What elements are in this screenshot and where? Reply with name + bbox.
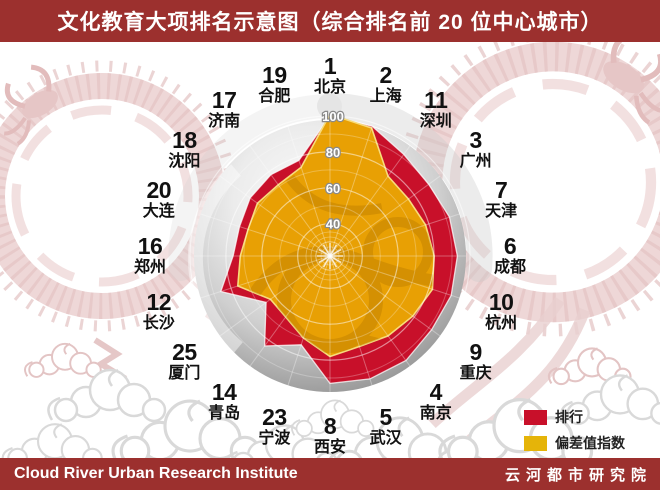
page-title: 文化教育大项排名示意图（综合排名前 20 位中心城市） — [57, 11, 603, 34]
city-rank: 2 — [379, 62, 392, 89]
city-name: 杭州 — [485, 314, 518, 332]
city-rank: 25 — [172, 339, 197, 366]
city-label: 2 上海 — [338, 62, 434, 106]
city-name: 北京 — [313, 79, 346, 97]
city-name: 成都 — [493, 259, 526, 277]
city-rank: 1 — [323, 53, 337, 80]
city-name: 青岛 — [208, 404, 241, 422]
city-name: 长沙 — [142, 314, 175, 332]
legend-label-rank: 排行 — [555, 409, 583, 425]
city-name: 广州 — [459, 153, 492, 171]
city-label: 9 重庆 — [428, 339, 524, 383]
city-rank: 19 — [262, 62, 287, 89]
halo-arc-right — [317, 93, 493, 282]
city-label: 10 杭州 — [453, 288, 549, 333]
city-rank: 5 — [379, 404, 392, 431]
title-bar: 文化教育大项排名示意图（综合排名前 20 位中心城市） — [0, 0, 660, 42]
city-rank: 14 — [211, 378, 237, 405]
footer-right-text: 云河都市研究院 — [504, 466, 652, 484]
city-label: 4 南京 — [388, 378, 484, 423]
legend-swatch-deviation — [524, 435, 547, 451]
city-label: 25 厦门 — [136, 339, 232, 383]
radial-tick-label: 40 — [326, 217, 340, 232]
radial-tick-label: 100 — [322, 109, 344, 124]
city-name: 上海 — [369, 87, 402, 105]
chart-legend: 排行 偏差值指数 — [524, 407, 625, 459]
legend-item-rank: 排行 — [524, 407, 625, 427]
city-label: 20 大连 — [111, 177, 207, 222]
city-rank: 17 — [211, 87, 237, 114]
city-label: 14 青岛 — [176, 378, 272, 423]
city-rank: 11 — [424, 87, 448, 114]
city-label: 7 天津 — [453, 177, 549, 222]
legend-item-deviation: 偏差值指数 — [524, 433, 625, 453]
city-label: 6 成都 — [462, 233, 558, 277]
city-rank: 9 — [469, 339, 482, 366]
city-name: 宁波 — [258, 430, 291, 448]
city-name: 济南 — [208, 113, 241, 131]
city-label: 8 西安 — [282, 413, 378, 457]
city-rank: 3 — [469, 127, 482, 154]
city-label: 1 北京 — [282, 53, 378, 97]
city-rank: 18 — [172, 127, 197, 154]
city-name: 西安 — [313, 439, 346, 457]
city-label: 3 广州 — [428, 129, 524, 171]
legend-swatch-rank — [524, 409, 547, 425]
cloud-art-pink — [24, 342, 102, 378]
city-rank: 4 — [429, 378, 443, 405]
city-rank: 23 — [262, 404, 287, 431]
legend-label-deviation: 偏差值指数 — [555, 435, 625, 451]
radial-tick-label: 60 — [326, 181, 340, 196]
footer-bar: Cloud River Urban Research Institute 云河都… — [0, 458, 660, 490]
city-label: 19 合肥 — [226, 62, 322, 106]
city-rank: 16 — [137, 233, 163, 260]
city-name: 重庆 — [459, 364, 492, 382]
city-label: 16 郑州 — [102, 233, 198, 277]
footer-left-text: Cloud River Urban Research Institute — [14, 465, 298, 482]
city-rank: 7 — [495, 177, 508, 204]
city-label: 5 武汉 — [338, 406, 434, 448]
city-label: 12 长沙 — [111, 288, 207, 333]
city-rank: 8 — [323, 413, 337, 440]
city-label: 18 沈阳 — [136, 129, 232, 171]
city-name: 郑州 — [133, 259, 166, 277]
city-rank: 12 — [146, 288, 172, 315]
city-name: 天津 — [485, 203, 518, 221]
city-name: 厦门 — [168, 364, 201, 382]
sphere-highlight — [187, 164, 243, 354]
city-name: 武汉 — [369, 430, 402, 448]
city-label: 17 济南 — [176, 87, 272, 132]
city-label: 11 深圳 — [388, 87, 484, 132]
halo-arc-left — [168, 94, 342, 281]
city-name: 大连 — [142, 203, 175, 221]
city-rank: 6 — [503, 233, 517, 260]
city-name: 合肥 — [258, 87, 291, 105]
radial-tick-label: 80 — [326, 145, 340, 160]
city-rank: 20 — [146, 177, 172, 204]
city-label: 23 宁波 — [226, 406, 322, 448]
city-name: 南京 — [419, 404, 452, 422]
radar-grid: 40 60 80 100 — [189, 108, 471, 397]
city-rank: 10 — [488, 288, 514, 315]
city-name: 深圳 — [419, 113, 452, 131]
city-name: 沈阳 — [168, 153, 201, 171]
